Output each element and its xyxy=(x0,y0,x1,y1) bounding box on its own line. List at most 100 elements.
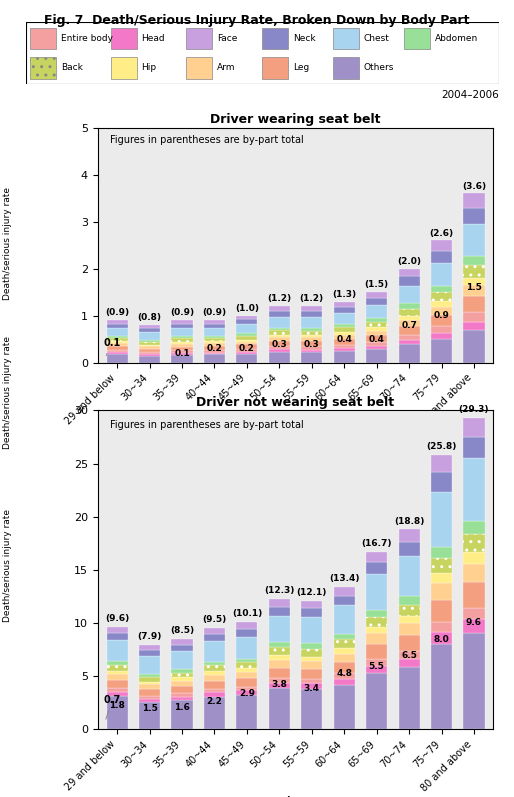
Bar xyxy=(431,558,452,573)
Bar xyxy=(139,673,160,677)
Bar xyxy=(139,348,160,352)
Text: (2.0): (2.0) xyxy=(397,257,421,265)
Bar xyxy=(30,57,57,79)
Text: 0.9: 0.9 xyxy=(434,312,449,320)
Bar xyxy=(236,622,258,629)
Bar xyxy=(431,292,452,301)
Bar xyxy=(398,667,419,729)
Bar xyxy=(431,492,452,547)
Bar xyxy=(431,307,452,315)
Bar xyxy=(236,686,258,690)
Bar xyxy=(301,608,322,618)
Text: 0.1: 0.1 xyxy=(174,349,190,358)
Bar xyxy=(139,682,160,685)
Bar xyxy=(464,322,485,330)
Bar xyxy=(431,285,452,292)
Bar xyxy=(111,57,137,79)
Text: (18.8): (18.8) xyxy=(394,516,424,526)
Bar xyxy=(172,344,193,347)
Bar xyxy=(172,639,193,645)
Bar xyxy=(366,346,387,349)
Bar xyxy=(366,673,387,729)
Bar xyxy=(172,320,193,324)
Bar xyxy=(431,326,452,333)
Bar xyxy=(236,690,258,695)
Bar xyxy=(366,298,387,305)
Bar xyxy=(334,301,355,307)
Bar xyxy=(301,311,322,316)
Bar xyxy=(139,344,160,346)
Text: (0.9): (0.9) xyxy=(203,308,227,317)
Bar xyxy=(431,333,452,339)
Bar xyxy=(139,352,160,354)
Bar xyxy=(334,324,355,328)
Bar xyxy=(236,678,258,686)
Text: Death/serious injury rate: Death/serious injury rate xyxy=(3,509,12,622)
Bar xyxy=(204,628,225,634)
Bar xyxy=(172,353,193,355)
Bar xyxy=(106,341,127,344)
Bar xyxy=(398,623,419,635)
Bar xyxy=(204,692,225,697)
Bar xyxy=(269,678,290,683)
Bar xyxy=(172,681,193,686)
Bar xyxy=(366,610,387,617)
Text: 0.2: 0.2 xyxy=(239,344,255,353)
Bar xyxy=(301,649,322,657)
Bar xyxy=(334,307,355,312)
Bar xyxy=(236,336,258,340)
Bar xyxy=(106,670,127,674)
Bar xyxy=(204,641,225,662)
Bar xyxy=(204,336,225,338)
X-axis label: Age: Age xyxy=(285,430,306,439)
Text: (1.5): (1.5) xyxy=(364,281,389,289)
Bar xyxy=(464,418,485,437)
Bar xyxy=(269,337,290,341)
Bar xyxy=(139,346,160,348)
Bar xyxy=(236,354,258,363)
Bar xyxy=(404,28,430,49)
Bar xyxy=(204,681,225,689)
Bar xyxy=(464,207,485,224)
Bar xyxy=(106,352,127,354)
Bar xyxy=(366,305,387,318)
Bar xyxy=(398,326,419,335)
Bar xyxy=(139,342,160,344)
Bar xyxy=(398,556,419,595)
Bar xyxy=(30,28,57,49)
Bar xyxy=(334,335,355,339)
Text: 9.6: 9.6 xyxy=(466,618,482,627)
Bar xyxy=(106,344,127,346)
Text: Figures in parentheses are by-part total: Figures in parentheses are by-part total xyxy=(109,135,303,144)
Text: (2.6): (2.6) xyxy=(430,229,453,238)
Bar xyxy=(269,306,290,311)
Text: (13.4): (13.4) xyxy=(329,574,359,583)
Text: 0.1: 0.1 xyxy=(103,338,121,355)
Bar xyxy=(204,320,225,324)
Text: 0.4: 0.4 xyxy=(336,335,352,344)
Bar xyxy=(431,573,452,583)
Bar xyxy=(301,337,322,341)
Bar xyxy=(398,308,419,316)
Bar xyxy=(431,262,452,285)
Bar xyxy=(172,342,193,344)
Bar xyxy=(172,677,193,681)
Bar xyxy=(106,665,127,670)
Bar xyxy=(301,335,322,337)
Bar xyxy=(172,328,193,336)
Text: 6.5: 6.5 xyxy=(401,651,417,660)
Bar xyxy=(301,669,322,679)
Bar xyxy=(236,637,258,659)
Bar xyxy=(172,355,193,363)
Text: Leg: Leg xyxy=(293,63,309,72)
Bar xyxy=(464,633,485,729)
Bar xyxy=(172,645,193,650)
Bar xyxy=(172,673,193,677)
Text: Others: Others xyxy=(364,63,394,72)
Bar xyxy=(269,341,290,346)
Bar xyxy=(204,344,225,346)
Bar xyxy=(464,583,485,607)
Bar xyxy=(106,689,127,692)
Bar xyxy=(269,311,290,316)
Bar xyxy=(398,595,419,605)
